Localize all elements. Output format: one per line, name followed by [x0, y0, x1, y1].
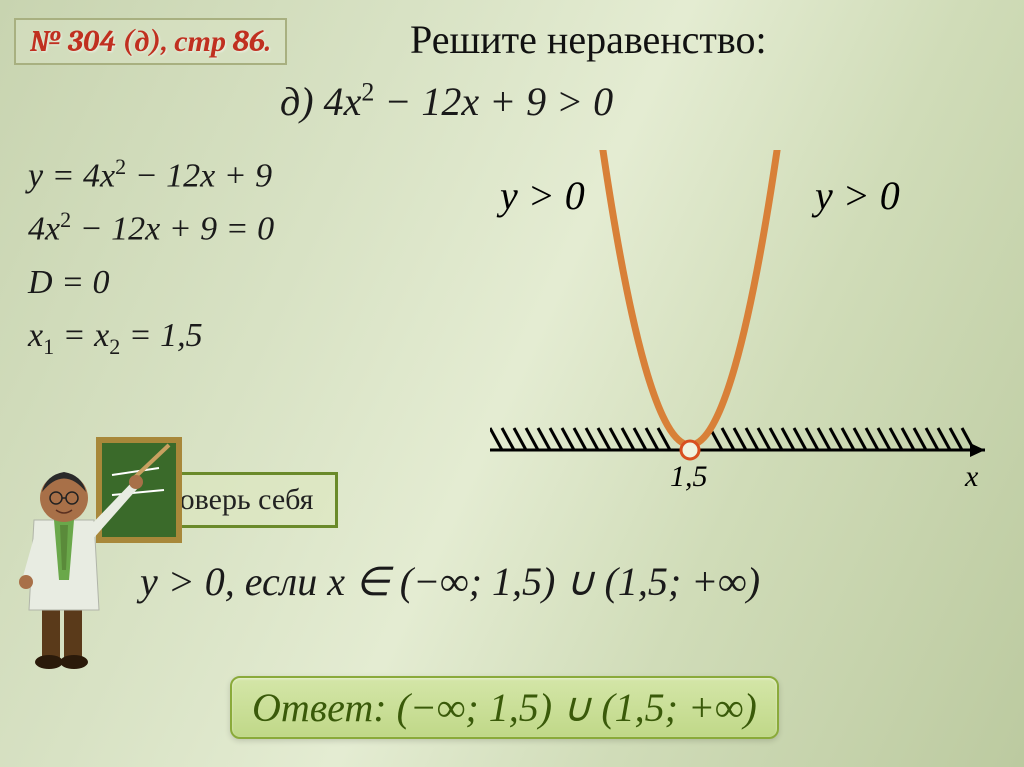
step-1: y = 4x2 − 12x + 9 — [28, 150, 274, 201]
page-title: Решите неравенство: — [410, 16, 767, 63]
step-4: x1 = x2 = 1,5 — [28, 310, 274, 363]
step-3: D = 0 — [28, 257, 274, 308]
solution-steps: y = 4x2 − 12x + 9 4x2 − 12x + 9 = 0 D = … — [28, 150, 274, 365]
answer-box: Ответ: (−∞; 1,5) ∪ (1,5; +∞) — [230, 676, 779, 739]
label-y-gt-0-right: y > 0 — [815, 172, 900, 219]
step-2: 4x2 − 12x + 9 = 0 — [28, 203, 274, 254]
problem-text: д) 4x2 − 12x + 9 > 0 — [280, 79, 613, 124]
conclusion-text: y > 0, если x ∈ (−∞; 1,5) ∪ (1,5; +∞) — [140, 558, 760, 605]
label-y-gt-0-left: y > 0 — [500, 172, 585, 219]
hatch-right — [710, 428, 974, 450]
parabola-graph: y > 0 y > 0 — [490, 150, 1000, 510]
problem-reference: № 304 (д), стр 86. — [14, 18, 287, 65]
tick-label: 1,5 — [670, 460, 708, 494]
chalkboard — [99, 440, 179, 540]
axis-label-x: x — [965, 460, 978, 494]
parabola-curve — [600, 150, 780, 445]
teacher-illustration — [4, 420, 184, 670]
hatch-left — [490, 428, 670, 450]
open-point — [681, 441, 699, 459]
problem-statement: д) 4x2 − 12x + 9 > 0 — [280, 78, 613, 125]
